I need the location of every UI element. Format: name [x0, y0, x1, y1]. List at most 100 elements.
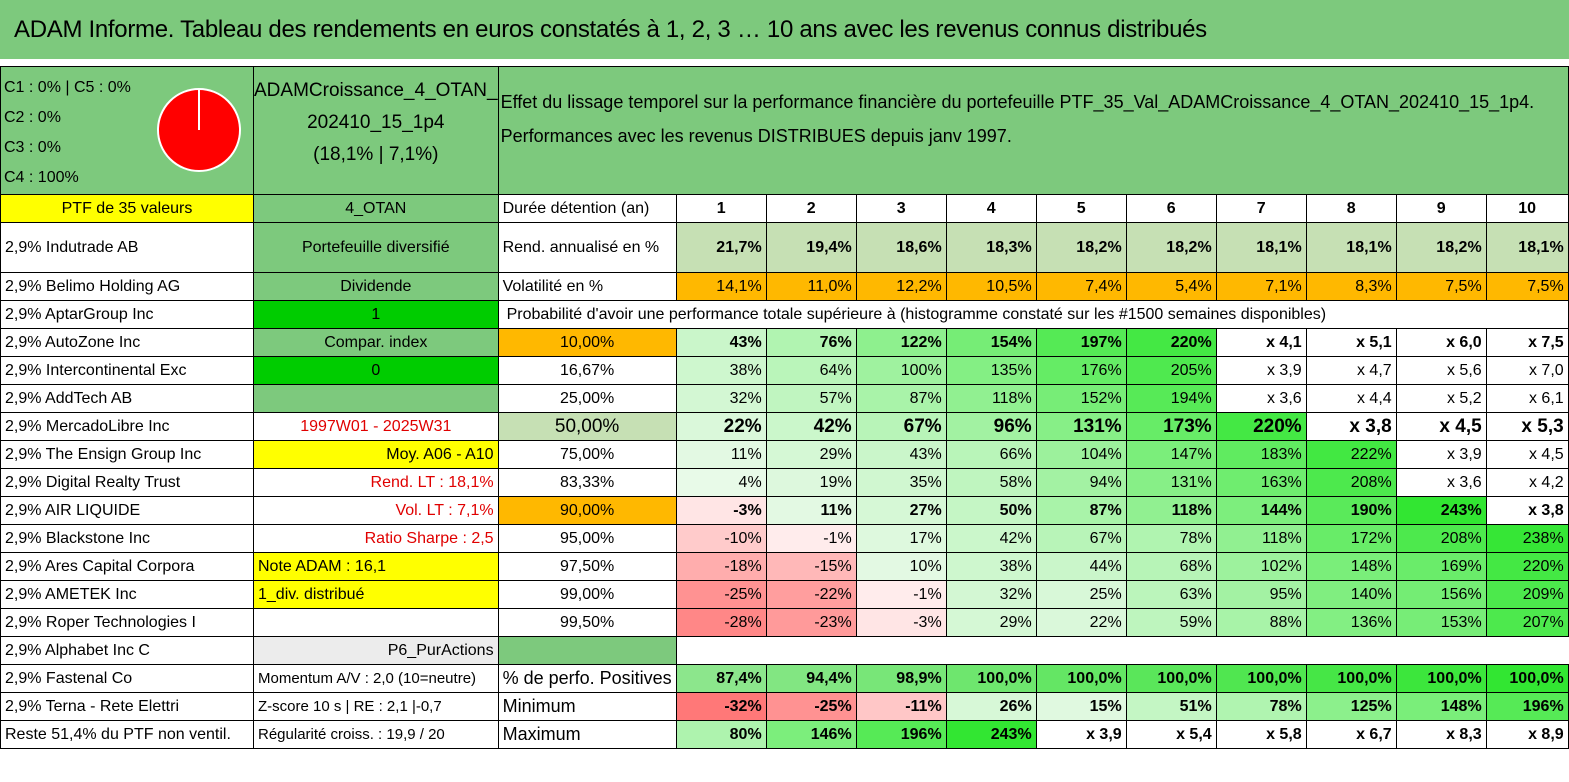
prob-value: x 4,2	[1485, 468, 1569, 497]
info-cell: Portefeuille diversifié	[253, 222, 499, 273]
prob-value: 57%	[765, 384, 857, 413]
header-index: 4_OTAN	[253, 194, 499, 223]
info-cell	[253, 608, 499, 637]
prob-value: 42%	[945, 524, 1037, 553]
prob-value: 22%	[1035, 608, 1127, 637]
year-header: 4	[945, 194, 1037, 223]
stat-value: 100,0%	[1215, 664, 1307, 693]
info-cell: Dividende	[253, 272, 499, 301]
holding-cell: 2,9% Intercontinental Exc	[0, 356, 254, 385]
prob-value: 67%	[855, 412, 947, 441]
prob-value: 190%	[1305, 496, 1397, 525]
prob-value: 154%	[945, 328, 1037, 357]
prob-value: 96%	[945, 412, 1037, 441]
prob-value: 135%	[945, 356, 1037, 385]
rend-value: 18,1%	[1305, 222, 1397, 273]
info-cell: Ratio Sharpe : 2,5	[253, 524, 499, 553]
table-row: 2,9% Fastenal Co Momentum A/V : 2,0 (10=n…	[0, 664, 1569, 693]
stat-value: 26%	[945, 692, 1037, 721]
prob-value: 87%	[1035, 496, 1127, 525]
holding-cell: 2,9% AptarGroup Inc	[0, 300, 254, 329]
header-row: PTF de 35 valeurs 4_OTAN Durée détention (…	[0, 194, 1569, 223]
prob-value: -10%	[675, 524, 767, 553]
returns-table: C1 : 0% | C5 : 0% C2 : 0% C3 : 0% C4 : 1…	[0, 66, 1569, 749]
table-row: 2,9% Belimo Holding AG Dividende Volatilit…	[0, 272, 1569, 301]
prob-value: 122%	[855, 328, 947, 357]
probability-cell: 95,00%	[497, 524, 677, 553]
holding-cell: 2,9% Digital Realty Trust	[0, 468, 254, 497]
prob-value: x 5,2	[1395, 384, 1487, 413]
probability-cell: 99,00%	[497, 580, 677, 609]
portfolio-stats: (18,1% | 7,1%)	[313, 144, 439, 165]
prob-value: 32%	[945, 580, 1037, 609]
prob-value: -1%	[765, 524, 857, 553]
prob-value: 25%	[1035, 580, 1127, 609]
year-header: 5	[1035, 194, 1127, 223]
probability-cell: 75,00%	[497, 440, 677, 469]
table-row: 2,9% AptarGroup Inc 1 Probabilité d'avoir …	[0, 300, 1569, 329]
prob-value: 118%	[1215, 524, 1307, 553]
stat-value: 146%	[765, 720, 857, 749]
effect-cell: Effet du lissage temporel sur la perform…	[497, 66, 1569, 195]
holding-cell: 2,9% AIR LIQUIDE	[0, 496, 254, 525]
prob-value: 76%	[765, 328, 857, 357]
prob-value: 87%	[855, 384, 947, 413]
prob-value: 156%	[1395, 580, 1487, 609]
prob-value: 208%	[1395, 524, 1487, 553]
prob-value: -3%	[675, 496, 767, 525]
year-header: 10	[1485, 194, 1569, 223]
table-row: 2,9% Roper Technologies I 99,50% -28% -23% -…	[0, 608, 1569, 637]
rend-value: 18,3%	[945, 222, 1037, 273]
prob-value: x 5,1	[1305, 328, 1397, 357]
prob-value: 136%	[1305, 608, 1397, 637]
holding-cell: 2,9% AMETEK Inc	[0, 580, 254, 609]
prob-value: 44%	[1035, 552, 1127, 581]
table-row: 2,9% The Ensign Group Inc Moy. A06 - A10 7…	[0, 440, 1569, 469]
prob-value: -18%	[675, 552, 767, 581]
info-cell: Momentum A/V : 2,0 (10=neutre)	[253, 664, 499, 693]
prob-value: x 3,6	[1215, 384, 1307, 413]
stat-value: 100,0%	[1125, 664, 1217, 693]
pie-legend-item: C2 : 0%	[4, 109, 61, 126]
stat-label: Maximum	[497, 720, 677, 749]
prob-value: 220%	[1215, 412, 1307, 441]
table-row: 2,9% Intercontinental Exc 0 16,67% 38% 64% 10…	[0, 356, 1569, 385]
pie-legend: C1 : 0% | C5 : 0% C2 : 0% C3 : 0% C4 : 1…	[4, 73, 131, 193]
prob-value: 140%	[1305, 580, 1397, 609]
prob-value: 68%	[1125, 552, 1217, 581]
stat-value: -32%	[675, 692, 767, 721]
top-row: C1 : 0% | C5 : 0% C2 : 0% C3 : 0% C4 : 1…	[0, 66, 1569, 195]
holding-cell: 2,9% Terna - Rete Elettri	[0, 692, 254, 721]
vol-value: 11,0%	[765, 272, 857, 301]
rend-value: 18,1%	[1215, 222, 1307, 273]
prob-value: x 6,1	[1485, 384, 1569, 413]
prob-value: x 7,0	[1485, 356, 1569, 385]
prob-value: 50%	[945, 496, 1037, 525]
prob-value: 152%	[1035, 384, 1127, 413]
prob-value: 131%	[1035, 412, 1127, 441]
prob-value: 207%	[1485, 608, 1569, 637]
prob-value: 197%	[1035, 328, 1127, 357]
prob-value: x 3,6	[1395, 468, 1487, 497]
prob-value: x 4,4	[1305, 384, 1397, 413]
table-row: 2,9% AddTech AB 25,00% 32% 57% 87% 118% 152% 19…	[0, 384, 1569, 413]
holding-cell: 2,9% Alphabet Inc C	[0, 636, 254, 665]
info-cell: 1_div. distribué	[253, 580, 499, 609]
prob-value: -22%	[765, 580, 857, 609]
prob-value: 59%	[1125, 608, 1217, 637]
holding-cell: 2,9% AddTech AB	[0, 384, 254, 413]
stat-value: x 8,9	[1485, 720, 1569, 749]
prob-value: 22%	[675, 412, 767, 441]
prob-value: 95%	[1215, 580, 1307, 609]
probability-cell: 50,00%	[497, 412, 677, 441]
vol-value: 7,5%	[1485, 272, 1569, 301]
prob-value: x 6,0	[1395, 328, 1487, 357]
prob-value: 172%	[1305, 524, 1397, 553]
prob-value: -23%	[765, 608, 857, 637]
stat-value: 78%	[1215, 692, 1307, 721]
prob-value: 148%	[1305, 552, 1397, 581]
prob-value: x 5,3	[1485, 412, 1569, 441]
holding-cell: 2,9% Blackstone Inc	[0, 524, 254, 553]
prob-value: 118%	[945, 384, 1037, 413]
vol-value: 7,4%	[1035, 272, 1127, 301]
